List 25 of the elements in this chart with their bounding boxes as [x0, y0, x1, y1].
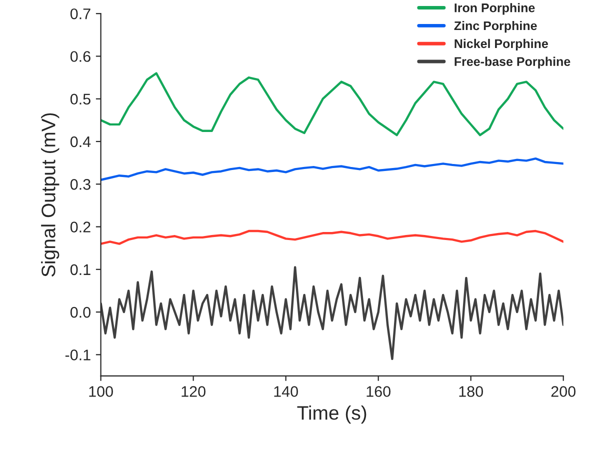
x-tick-label: 100 — [89, 386, 113, 397]
y-tick-label: 0.4 — [70, 136, 91, 148]
y-tick-label: 0.7 — [70, 8, 90, 20]
y-tick-label: 0.6 — [70, 51, 90, 62]
x-tick-label: 160 — [366, 386, 390, 397]
y-tick-label: 0.0 — [70, 306, 90, 318]
y-tick-label: 0.2 — [70, 222, 90, 232]
y-tick-label: 0.5 — [70, 94, 90, 105]
legend-label: Zinc Porphine — [454, 21, 537, 33]
y-tick-label: 0.1 — [70, 264, 90, 276]
x-tick-label: 120 — [182, 386, 206, 397]
x-tick-label: 200 — [551, 386, 576, 397]
y-axis-title: Signal Output (mV) — [41, 113, 60, 277]
line-series — [100, 157, 564, 181]
legend-label: Iron Porphine — [454, 3, 535, 15]
line-series — [100, 72, 564, 136]
line-series — [100, 266, 564, 360]
x-tick-label: 180 — [459, 386, 483, 397]
legend-label: Nickel Porphine — [454, 38, 548, 51]
line-series — [100, 230, 564, 245]
y-tick-label: 0.3 — [70, 179, 90, 190]
y-tick-label: -0.1 — [65, 350, 90, 360]
x-axis-title: Time (s) — [297, 406, 366, 424]
x-tick-label: 140 — [274, 386, 298, 397]
legend-label: Free-base Porphine — [454, 56, 570, 68]
